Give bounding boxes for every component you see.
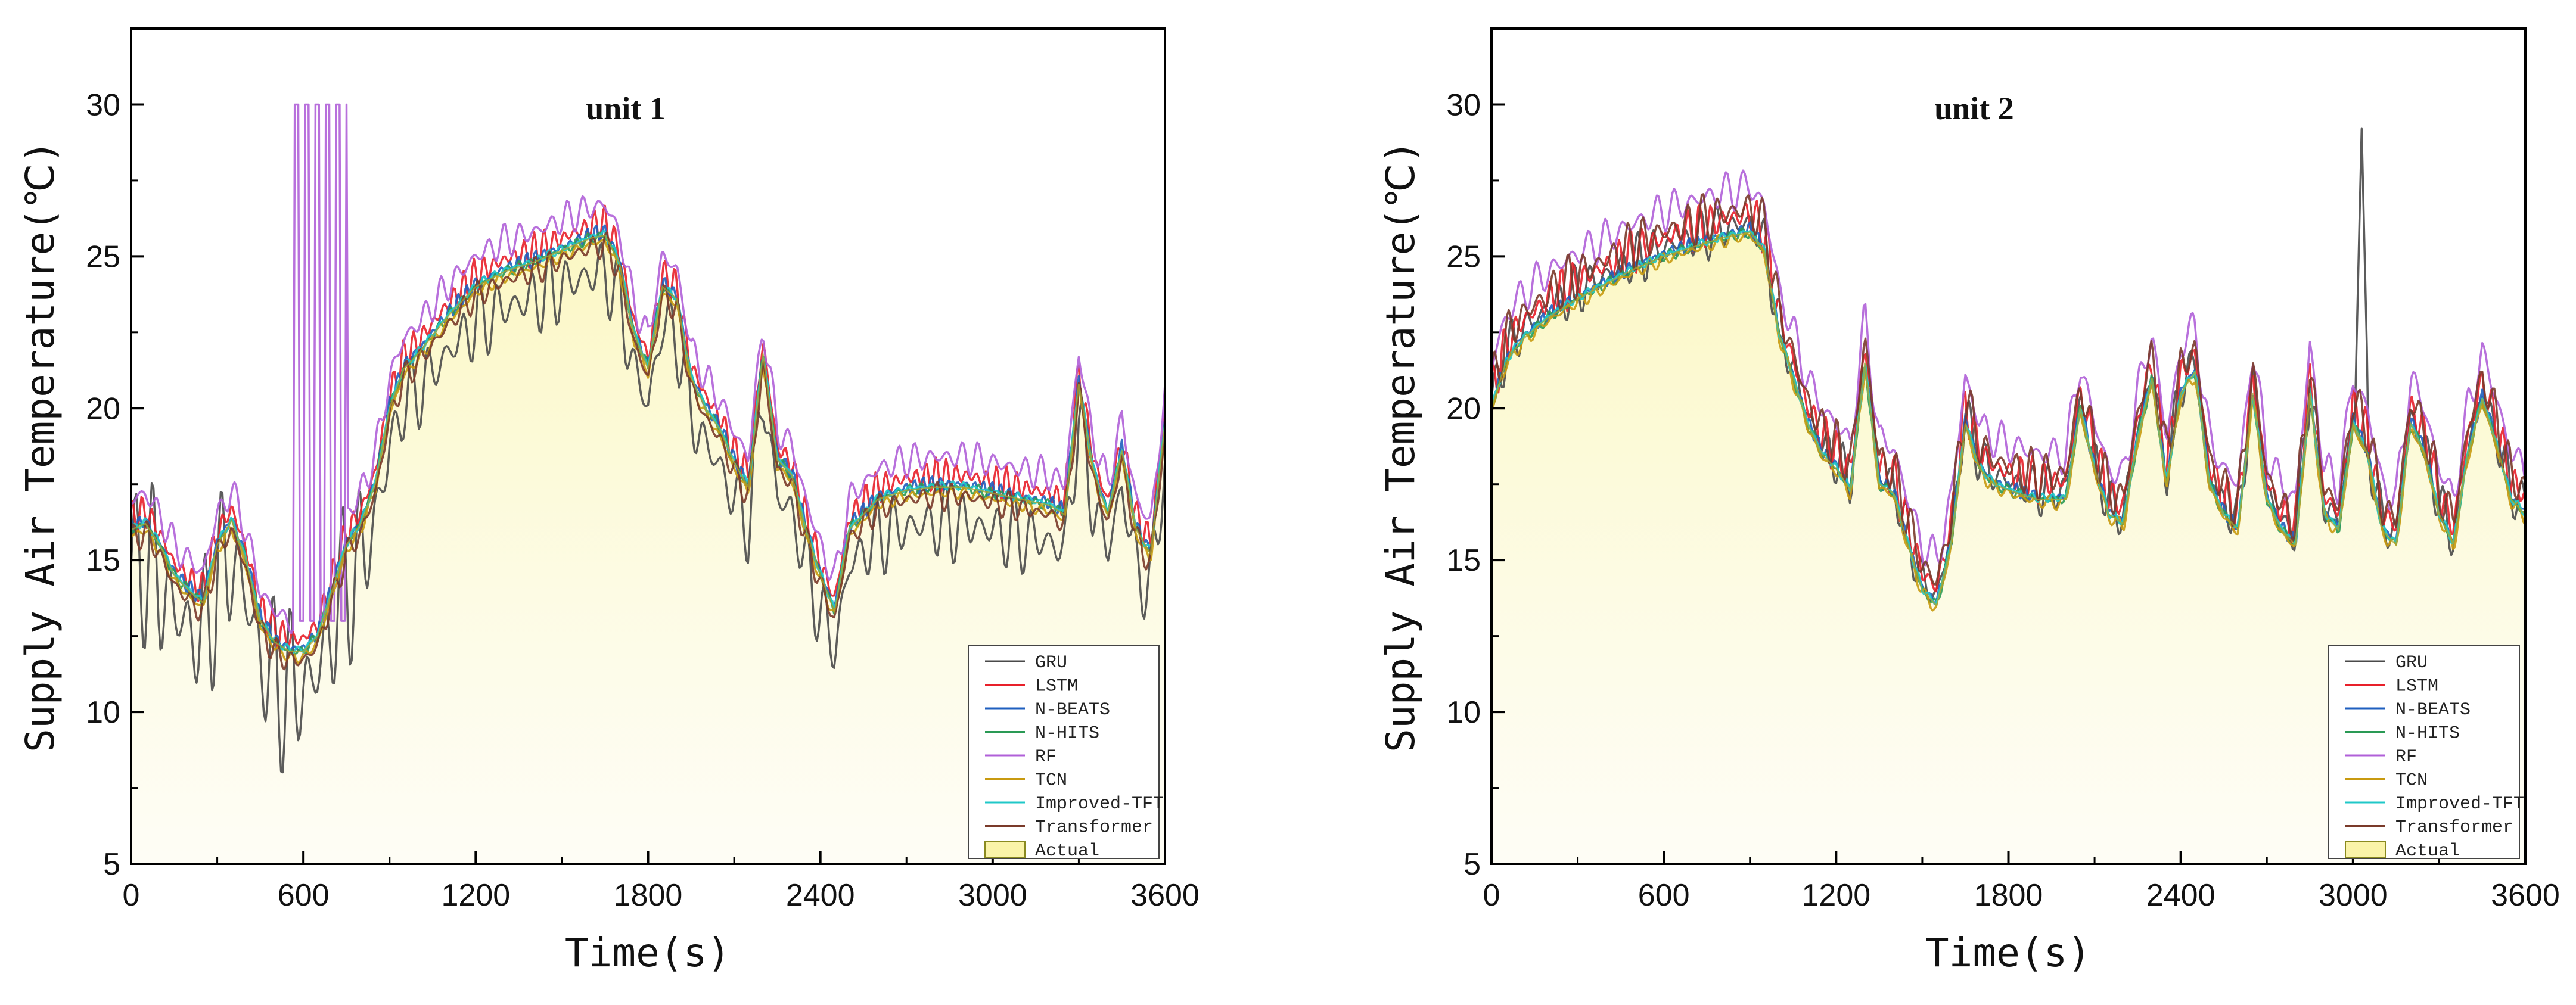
plot-area (1491, 127, 2525, 864)
actual-line (131, 234, 1165, 652)
legend-box (968, 645, 1160, 859)
legend-label: N-HITS (1035, 724, 1099, 744)
chart-unit-2: unit 2 Time(s) Supply Air Temperature(℃)… (1378, 27, 2560, 976)
legend-label: LSTM (2395, 677, 2438, 697)
y-tick-label: 25 (86, 239, 120, 274)
x-tick-label: 2400 (2146, 878, 2215, 913)
x-tick-label: 600 (1638, 878, 1690, 913)
x-tick-label: 1800 (614, 878, 683, 913)
series-line-gru (131, 242, 1165, 774)
y-tick-label: 15 (1446, 543, 1481, 578)
legend-label: Improved-TFT (1035, 794, 1164, 814)
x-tick-label: 600 (278, 878, 330, 913)
x-tick-label: 1200 (441, 878, 510, 913)
x-tick-label: 1200 (1801, 878, 1870, 913)
y-tick-label: 20 (86, 391, 120, 426)
x-axis-label: Time(s) (1925, 930, 2091, 976)
chart-title: unit 2 (1934, 91, 2014, 126)
legend-label: TCN (1035, 771, 1067, 791)
legend-swatch-actual (2345, 841, 2386, 858)
legend-label: TCN (2395, 771, 2428, 791)
x-tick-label: 1800 (1974, 878, 2043, 913)
legend-label: Actual (1035, 841, 1099, 861)
series-line-rf (1491, 169, 2525, 567)
y-tick-label: 10 (86, 695, 120, 730)
legend: GRU LSTM N-BEATS N-HITS RF TCN Improved-TFT Tra… (2328, 645, 2524, 861)
series-line-rf (131, 103, 1165, 634)
y-tick-label: 25 (1446, 239, 1481, 274)
legend-label: GRU (1035, 653, 1067, 673)
series-line-transformer (131, 231, 1165, 671)
x-tick-label: 3000 (958, 878, 1027, 913)
actual-area (131, 235, 1165, 864)
plot-area (131, 103, 1165, 864)
legend-label: RF (2395, 747, 2417, 767)
y-axis: 5 10 15 20 25 30 (1446, 27, 1505, 882)
legend: GRU LSTM N-BEATS N-HITS RF TCN Improved-TFT Tra… (968, 645, 1164, 861)
y-tick-label: 5 (1463, 847, 1481, 882)
x-axis: 0 600 1200 1800 2400 3000 3600 (123, 851, 1200, 913)
legend-label: RF (1035, 747, 1056, 767)
y-tick-label: 30 (1446, 88, 1481, 122)
y-tick-label: 5 (103, 847, 120, 882)
legend-label: N-HITS (2395, 724, 2460, 744)
y-axis-label: Supply Air Temperature(℃) (1378, 140, 1424, 752)
x-axis-label: Time(s) (565, 930, 731, 976)
y-tick-label: 30 (86, 88, 120, 122)
x-tick-label: 0 (1483, 878, 1500, 913)
actual-line (1491, 231, 2525, 608)
y-tick-label: 20 (1446, 391, 1481, 426)
legend-swatch-actual (984, 841, 1026, 858)
legend-box (2328, 645, 2520, 859)
series-line-n-beats (131, 224, 1165, 652)
legend-label: GRU (2395, 653, 2428, 673)
legend-label: N-BEATS (2395, 700, 2471, 720)
chart-unit-1: unit 1 Time(s) Supply Air Temperature(℃)… (17, 27, 1200, 976)
y-axis-label: Supply Air Temperature(℃) (17, 140, 63, 752)
legend-label: LSTM (1035, 677, 1078, 697)
x-tick-label: 3600 (1130, 878, 1200, 913)
x-tick-label: 0 (123, 878, 140, 913)
x-axis: 0 600 1200 1800 2400 3000 3600 (1483, 851, 2560, 913)
x-tick-label: 3600 (2491, 878, 2560, 913)
legend-label: Transformer (1035, 818, 1153, 838)
actual-area (1491, 232, 2525, 864)
series-line-transformer (1491, 193, 2525, 586)
y-axis: 5 10 15 20 25 30 (86, 27, 144, 882)
y-tick-label: 10 (1446, 695, 1481, 730)
legend-label: Actual (2395, 841, 2460, 861)
x-tick-label: 3000 (2319, 878, 2388, 913)
legend-label: Improved-TFT (2395, 794, 2524, 814)
y-tick-label: 15 (86, 543, 120, 578)
x-tick-label: 2400 (786, 878, 855, 913)
legend-label: N-BEATS (1035, 700, 1110, 720)
chart-title: unit 1 (586, 91, 666, 126)
legend-label: Transformer (2395, 818, 2513, 838)
